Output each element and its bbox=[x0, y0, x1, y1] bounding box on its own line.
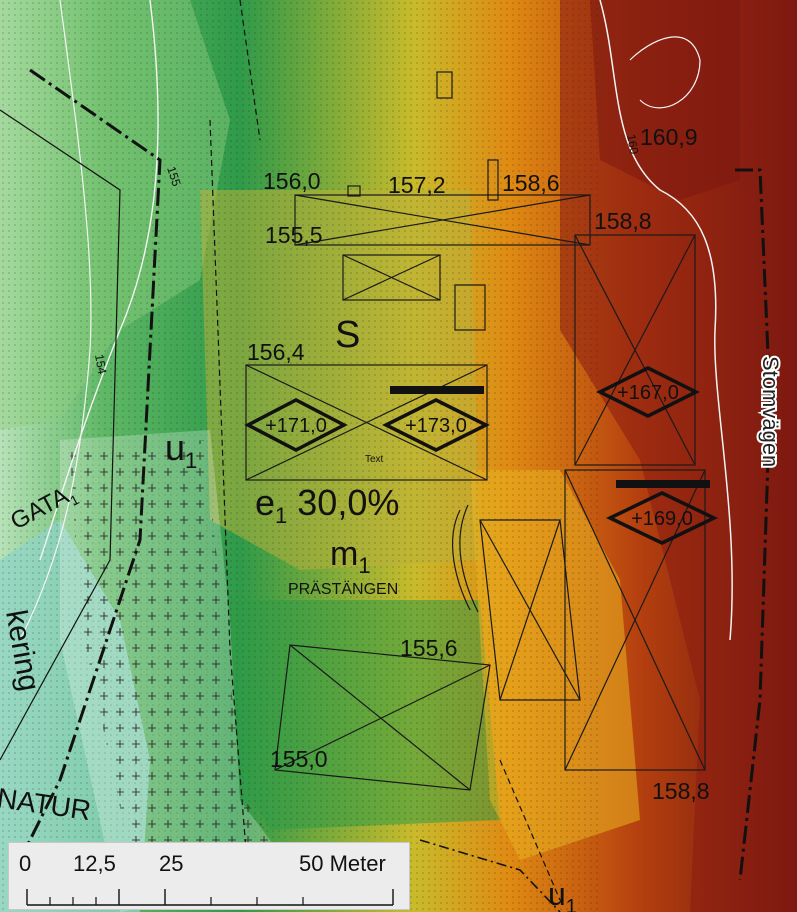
zone-label-s: S bbox=[335, 314, 360, 356]
svg-text:+173,0: +173,0 bbox=[405, 415, 467, 437]
height-limit-1: +171,0 bbox=[244, 398, 348, 452]
cross-pattern-zone bbox=[70, 440, 300, 900]
svg-text:+171,0: +171,0 bbox=[265, 415, 327, 437]
elevation-label: 157,2 bbox=[388, 172, 446, 198]
contour-160 bbox=[599, 0, 733, 641]
svg-text:+167,0: +167,0 bbox=[617, 382, 679, 404]
building-central bbox=[245, 364, 488, 481]
contour-label: 154 bbox=[92, 353, 109, 375]
property-line-4 bbox=[419, 839, 561, 912]
elevation-label: 158,6 bbox=[502, 170, 560, 196]
property-line-3 bbox=[499, 759, 561, 901]
tiny-text-label: Text bbox=[365, 454, 384, 465]
zone-label-e: e1 30,0% bbox=[255, 482, 399, 528]
svg-text:+169,0: +169,0 bbox=[631, 508, 693, 530]
contour-154 bbox=[19, 0, 92, 641]
scale-tick-label: 12,5 bbox=[73, 851, 116, 876]
elevation-label: 158,8 bbox=[652, 778, 710, 804]
height-limit-4: +169,0 bbox=[605, 491, 719, 545]
plan-boundary-west bbox=[18, 68, 162, 861]
elevation-label: 155,6 bbox=[400, 635, 458, 661]
building-north-annex bbox=[342, 254, 441, 301]
property-line-1 bbox=[209, 119, 251, 901]
elevation-label: 158,8 bbox=[594, 208, 652, 234]
scale-tick-label: 50 Meter bbox=[299, 851, 386, 876]
zone-label-u-bottom: u1 bbox=[548, 876, 577, 912]
buildings bbox=[245, 71, 706, 791]
height-limit-2: +173,0 bbox=[382, 398, 490, 452]
zone-label-u: u1 bbox=[165, 427, 197, 473]
elevation-label: 156,4 bbox=[247, 339, 305, 365]
plan-boundary-east bbox=[735, 168, 772, 881]
building-southeast bbox=[564, 469, 706, 771]
elevation-label: 155,5 bbox=[265, 222, 323, 248]
road-edge-west bbox=[0, 109, 121, 761]
dark-red-area bbox=[560, 0, 797, 912]
elevation-label: 160,9 bbox=[640, 124, 698, 150]
street-label: Stomvägen bbox=[758, 356, 783, 467]
bar-marker-2 bbox=[616, 480, 710, 488]
contour-label: 160 bbox=[624, 133, 641, 155]
zone-label-m: m1 bbox=[330, 535, 371, 578]
scale-tick-label: 0 bbox=[19, 851, 32, 876]
height-limit-3: +167,0 bbox=[596, 366, 700, 418]
property-line-2 bbox=[239, 0, 261, 141]
peak-area bbox=[590, 0, 740, 200]
contour-peak bbox=[629, 36, 701, 109]
contour-155 bbox=[39, 0, 159, 561]
area-name-label: PRÄSTÄNGEN bbox=[288, 580, 398, 598]
bar-marker-1 bbox=[390, 386, 484, 394]
scale-bar: 0 12,5 25 50 Meter bbox=[8, 842, 410, 910]
scale-ruler bbox=[26, 889, 394, 906]
elevation-label: 156,0 bbox=[263, 168, 321, 194]
elevation-label: 155,0 bbox=[270, 746, 328, 772]
scale-tick-label: 25 bbox=[159, 851, 184, 876]
building-north bbox=[294, 194, 591, 246]
contour-label: 155 bbox=[164, 165, 184, 189]
building-east bbox=[574, 234, 696, 466]
